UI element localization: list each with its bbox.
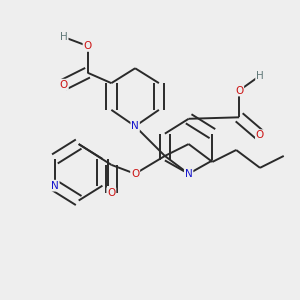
Text: O: O: [256, 130, 264, 140]
Text: N: N: [185, 169, 193, 179]
Text: O: O: [60, 80, 68, 90]
Text: O: O: [83, 41, 92, 51]
Text: O: O: [235, 85, 243, 96]
Text: H: H: [60, 32, 68, 42]
Text: N: N: [131, 121, 139, 131]
Text: O: O: [107, 188, 116, 198]
Text: N: N: [51, 181, 59, 191]
Text: O: O: [131, 169, 139, 179]
Text: H: H: [256, 71, 264, 81]
